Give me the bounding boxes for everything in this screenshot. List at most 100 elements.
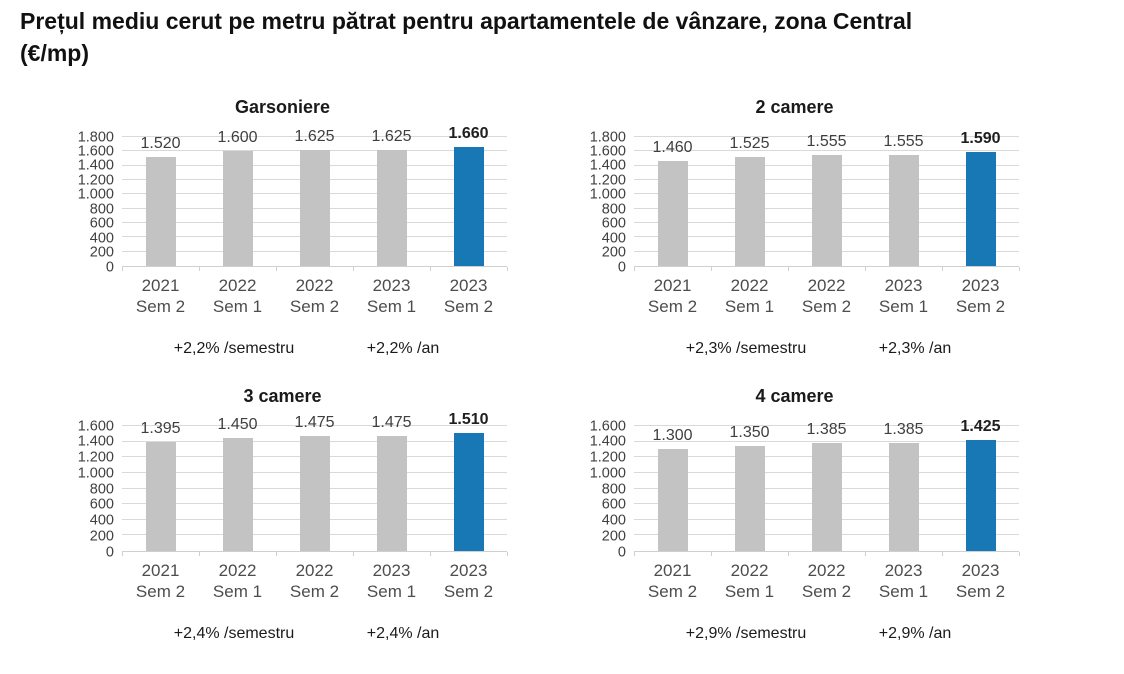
- x-axis: [122, 267, 508, 271]
- y-tick-label: 1.200: [589, 449, 626, 466]
- bar-highlighted: [965, 439, 996, 551]
- x-category-label: 2021 Sem 2: [647, 561, 698, 601]
- semester-change-label: +2,3% /semestru: [685, 340, 807, 357]
- plot-area: 1.460 1.525 1.555 1.555 1.590: [634, 131, 1019, 267]
- annual-change-label: +2,9% /an: [878, 625, 952, 642]
- y-tick-label: 200: [89, 528, 114, 544]
- x-axis-tick: [788, 267, 789, 271]
- y-tick-label: 1.200: [77, 449, 114, 466]
- x-axis-tick: [1019, 552, 1020, 556]
- page-title: Prețul mediu cerut pe metru pătrat pentr…: [20, 6, 1115, 69]
- bar-value-label: 1.660: [448, 125, 489, 143]
- y-tick-label: 1.400: [589, 157, 626, 174]
- y-tick-label: 800: [601, 480, 626, 497]
- bar: [145, 442, 176, 551]
- bar: [811, 154, 842, 266]
- gridline: [122, 425, 507, 426]
- x-axis-tick: [430, 267, 431, 271]
- bar: [376, 149, 407, 266]
- y-tick-label: 800: [89, 200, 114, 217]
- x-axis-tick: [430, 552, 431, 556]
- y-tick-label: 1.400: [77, 157, 114, 174]
- bar-value-label: 1.450: [217, 415, 258, 433]
- bar-highlighted: [453, 147, 484, 266]
- bar: [734, 156, 765, 266]
- x-axis-tick: [1019, 267, 1020, 271]
- x-category-label: 2021 Sem 2: [135, 561, 186, 601]
- y-tick-label: 0: [105, 258, 114, 275]
- y-tick-label: 1.400: [589, 433, 626, 450]
- x-category-label: 2023 Sem 2: [955, 561, 1006, 601]
- bar: [888, 442, 919, 551]
- x-category-label: 2022 Sem 2: [801, 561, 852, 601]
- annotation-row: +2,2% /semestru +2,2% /an: [58, 339, 507, 359]
- plot-area: 1.395 1.450 1.475 1.475 1.510: [122, 412, 507, 552]
- x-axis-tick: [711, 267, 712, 271]
- bar-value-label: 1.475: [294, 413, 335, 431]
- bar-value-label: 1.590: [960, 130, 1001, 148]
- x-axis-tick: [634, 267, 635, 271]
- bar: [145, 157, 176, 266]
- annual-change-label: +2,4% /an: [366, 625, 440, 642]
- page-title-line-1: Prețul mediu cerut pe metru pătrat pentr…: [20, 8, 913, 34]
- x-axis-labels: 2021 Sem 2 2022 Sem 1 2022 Sem 2 2023 Sem 1 2023…: [122, 560, 507, 606]
- bar-value-label: 1.395: [140, 420, 181, 438]
- y-tick-label: 200: [601, 528, 626, 544]
- chart-title: 4 camere: [755, 386, 834, 406]
- x-category-label: 2021 Sem 2: [135, 276, 186, 316]
- bar-value-label: 1.555: [806, 132, 847, 150]
- y-tick-label: 0: [617, 543, 626, 560]
- x-category-label: 2023 Sem 2: [443, 276, 494, 316]
- chart-2-camere: 2 camere 1.800 1.600 1.400 1.200 1.000 800 600…: [570, 95, 1020, 359]
- chart-garsoniere: Garsoniere 1.800 1.600 1.400 1.200 1.000 800 6…: [58, 95, 508, 359]
- bar: [888, 154, 919, 266]
- x-category-label: 2023 Sem 1: [366, 276, 417, 316]
- x-axis-labels: 2021 Sem 2 2022 Sem 1 2022 Sem 2 2023 Sem 1 2023…: [634, 560, 1019, 606]
- bar-value-label: 1.475: [371, 413, 412, 431]
- y-tick-label: 1.600: [77, 417, 114, 434]
- x-category-label: 2023 Sem 2: [955, 276, 1006, 316]
- bar-value-label: 1.385: [806, 420, 847, 438]
- bar: [299, 149, 330, 266]
- bar-value-label: 1.555: [883, 132, 924, 150]
- bar: [222, 151, 253, 266]
- x-axis-tick: [865, 267, 866, 271]
- x-axis-tick: [122, 552, 123, 556]
- y-tick-label: 400: [601, 512, 626, 529]
- chart-title: 3 camere: [243, 386, 322, 406]
- chart-title: 2 camere: [755, 97, 834, 117]
- bar: [657, 161, 688, 266]
- x-axis-tick: [199, 552, 200, 556]
- semester-change-label: +2,2% /semestru: [173, 340, 295, 357]
- y-axis: 1.800 1.600 1.400 1.200 1.000 800 600 400 200 0: [58, 130, 122, 274]
- bar-value-label: 1.385: [883, 420, 924, 438]
- y-tick-label: 400: [601, 229, 626, 246]
- x-axis-tick: [276, 552, 277, 556]
- annual-change-label: +2,2% /an: [366, 340, 440, 357]
- x-axis-tick: [634, 552, 635, 556]
- y-tick-label: 600: [89, 496, 114, 513]
- y-tick-label: 400: [89, 229, 114, 246]
- chart-title: Garsoniere: [234, 97, 331, 117]
- semester-change-label: +2,4% /semestru: [173, 625, 295, 642]
- y-tick-label: 1.600: [589, 417, 626, 434]
- x-axis-tick: [788, 552, 789, 556]
- bar: [657, 449, 688, 551]
- y-tick-label: 800: [601, 200, 626, 217]
- y-axis: 1.600 1.400 1.200 1.000 800 600 400 200 0: [58, 419, 122, 559]
- x-axis-tick: [942, 267, 943, 271]
- bar-value-label: 1.425: [960, 417, 1001, 435]
- y-tick-label: 200: [89, 244, 114, 261]
- x-axis-tick: [353, 552, 354, 556]
- x-axis-tick: [122, 267, 123, 271]
- x-category-label: 2022 Sem 1: [212, 276, 263, 316]
- x-axis: [634, 552, 1020, 556]
- chart-3-camere: 3 camere 1.600 1.400 1.200 1.000 800 600 400 20…: [58, 384, 508, 644]
- bar: [376, 435, 407, 551]
- annotation-row: +2,9% /semestru +2,9% /an: [570, 624, 1019, 644]
- semester-change-label: +2,9% /semestru: [685, 625, 807, 642]
- x-category-label: 2021 Sem 2: [647, 276, 698, 316]
- y-tick-label: 1.200: [589, 172, 626, 189]
- x-category-label: 2023 Sem 1: [878, 276, 929, 316]
- bar: [222, 437, 253, 551]
